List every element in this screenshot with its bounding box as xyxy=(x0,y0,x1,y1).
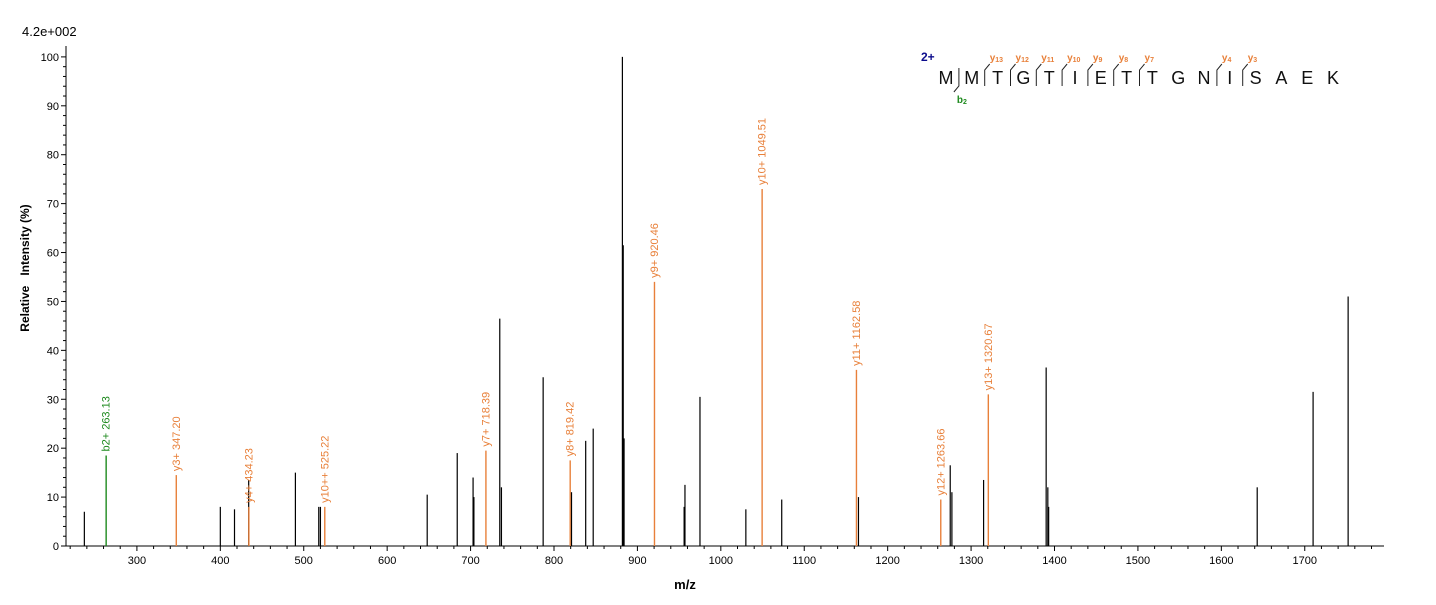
x-tick-label: 1600 xyxy=(1209,555,1233,567)
x-tick-label: 1700 xyxy=(1293,555,1317,567)
x-tick-label: 1500 xyxy=(1126,555,1150,567)
peptide-residue: K xyxy=(1327,68,1339,88)
peptide-residue: A xyxy=(1275,68,1287,88)
y-ion-marker: y11 xyxy=(1041,53,1054,64)
y-ion-marker: y9 xyxy=(1093,53,1103,64)
peak-annotations: b2+ 263.13 y3+ 347.20 y4+ 434.23 y10++ 525.… xyxy=(101,118,995,503)
y-ion-bracket xyxy=(1010,63,1016,86)
y-tick-label: 100 xyxy=(41,52,59,64)
peptide-residue: I xyxy=(1072,68,1077,88)
spectrum-peaks xyxy=(83,56,1349,546)
peak-label: y13+ 1320.67 xyxy=(983,323,995,390)
y-tick-label: 10 xyxy=(47,492,59,504)
y-tick-label: 30 xyxy=(47,394,59,406)
x-tick-label: 1100 xyxy=(792,555,816,567)
peptide-residue: N xyxy=(1198,68,1211,88)
y-ion-bracket xyxy=(984,63,991,86)
peptide-residue: T xyxy=(992,68,1003,88)
y-tick-label: 70 xyxy=(47,199,59,211)
y-ion-marker: y13 xyxy=(990,53,1003,64)
y-tick-label: 80 xyxy=(47,150,59,162)
y-axis-ticks: 0 10 20 30 40 50 60 70 80 90 100 xyxy=(41,52,66,553)
b-ion-bracket xyxy=(953,68,960,93)
y-tick-label: 60 xyxy=(47,248,59,260)
y-tick-label: 50 xyxy=(47,296,59,308)
peak-label: y11+ 1162.58 xyxy=(851,301,863,366)
y-ion-bracket xyxy=(1061,63,1068,86)
peptide-residue: T xyxy=(1121,68,1132,88)
x-tick-label: 900 xyxy=(628,555,646,567)
x-tick-label: 400 xyxy=(211,555,229,567)
peptide-residue: E xyxy=(1301,68,1313,88)
x-tick-label: 500 xyxy=(295,555,313,567)
intensity-scale-label: 4.2e+002 xyxy=(22,24,77,39)
y-ion-marker: y12 xyxy=(1016,53,1029,64)
peak-label: b2+ 263.13 xyxy=(101,396,113,451)
y-ion-marker: y8 xyxy=(1119,53,1129,64)
x-tick-label: 1400 xyxy=(1042,555,1066,567)
chart-axes xyxy=(65,46,1384,547)
y-tick-label: 90 xyxy=(47,101,59,113)
x-tick-label: 300 xyxy=(128,555,146,567)
y-ion-bracket xyxy=(1216,63,1223,86)
x-axis-ticks: 300 400 500 600 700 800 900 1000 1100 1200 1300 140… xyxy=(69,546,1372,567)
peptide-residue: G xyxy=(1171,68,1185,88)
b-ion-marker: b2 xyxy=(957,95,967,106)
y-ion-marker: y4 xyxy=(1222,53,1232,64)
y-tick-label: 40 xyxy=(47,345,59,357)
y-tick-label: 0 xyxy=(53,541,59,553)
y-ion-bracket xyxy=(1113,63,1120,86)
y-ion-marker: y10 xyxy=(1067,53,1080,64)
peptide-residue: T xyxy=(1147,68,1158,88)
peak-label: y4+ 434.23 xyxy=(243,448,255,503)
peak-label: y10++ 525.22 xyxy=(319,436,331,503)
peptide-residue: G xyxy=(1016,68,1030,88)
x-tick-label: 600 xyxy=(378,555,396,567)
x-tick-label: 1300 xyxy=(959,555,983,567)
y-axis-label: Relative Intensity (%) xyxy=(18,204,32,331)
y-ion-bracket xyxy=(1087,63,1094,86)
peak-label: y8+ 819.42 xyxy=(565,402,577,457)
peptide-residue: M xyxy=(964,68,979,88)
y-ion-marker: y3 xyxy=(1248,53,1258,64)
y-ion-marker: y7 xyxy=(1145,53,1155,64)
peak-label: y3+ 347.20 xyxy=(171,416,183,471)
peak-label: y7+ 718.39 xyxy=(480,392,492,447)
peak-label: y10+ 1049.51 xyxy=(757,118,769,185)
peptide-residue: S xyxy=(1250,68,1262,88)
y-ion-bracket xyxy=(1139,63,1145,86)
peak-label: y9+ 920.46 xyxy=(649,223,661,278)
peptide-residue: I xyxy=(1227,68,1232,88)
x-tick-label: 700 xyxy=(461,555,479,567)
x-tick-label: 1200 xyxy=(875,555,899,567)
x-tick-label: 1000 xyxy=(709,555,733,567)
y-tick-label: 20 xyxy=(47,443,59,455)
peak-label: y12+ 1263.66 xyxy=(935,429,947,496)
peptide-residue: M xyxy=(939,68,954,88)
peptide-residue: T xyxy=(1044,68,1055,88)
y-ion-bracket xyxy=(1242,63,1249,86)
x-tick-label: 800 xyxy=(545,555,563,567)
x-axis-label: m/z xyxy=(674,577,696,592)
peptide-residue: E xyxy=(1095,68,1107,88)
y-ion-bracket xyxy=(1035,63,1042,86)
precursor-charge: 2+ xyxy=(921,50,935,64)
